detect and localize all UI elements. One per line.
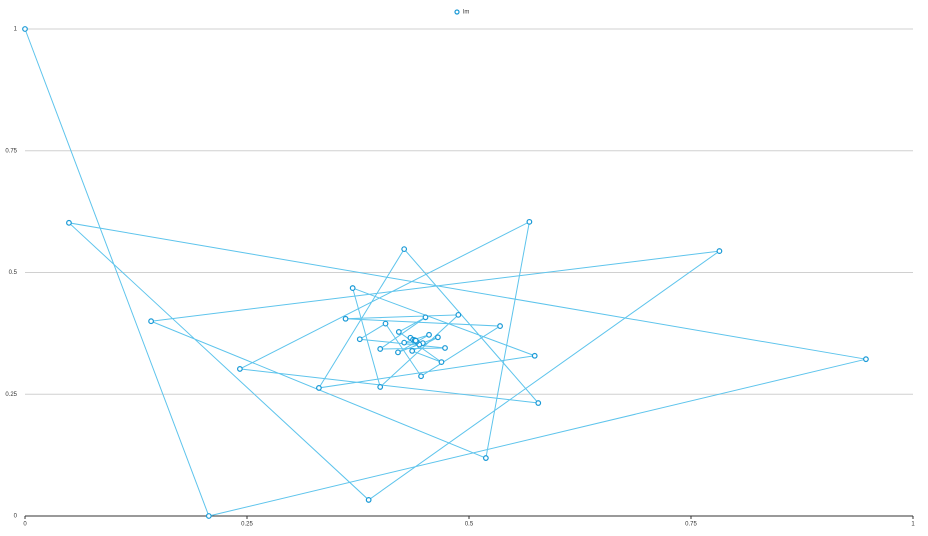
point — [526, 218, 533, 225]
point — [401, 339, 408, 346]
point — [66, 219, 72, 226]
legend-marker — [454, 9, 460, 15]
y-tick-label: 0 — [14, 514, 18, 520]
point — [395, 329, 402, 335]
point — [497, 323, 503, 329]
point — [435, 334, 441, 341]
point — [377, 384, 384, 390]
x-tick-label: 0.25 — [241, 522, 253, 528]
point — [422, 314, 429, 321]
x-tick-label: 0.5 — [465, 522, 474, 528]
point — [401, 246, 408, 253]
point — [482, 455, 489, 461]
point — [438, 359, 445, 366]
point — [236, 366, 243, 372]
point — [365, 497, 372, 503]
point — [22, 26, 28, 32]
point — [395, 349, 401, 356]
y-tick-label: 1 — [14, 27, 18, 33]
point — [455, 311, 462, 318]
point — [412, 337, 419, 344]
point — [148, 318, 154, 325]
x-tick-label: 0 — [23, 522, 27, 528]
y-tick-label: 0.5 — [9, 270, 18, 276]
y-tick-label: 0.75 — [5, 148, 17, 154]
point — [342, 315, 349, 322]
point — [356, 336, 363, 343]
point — [382, 320, 389, 327]
point — [377, 346, 384, 352]
point — [442, 345, 448, 351]
point — [409, 348, 416, 354]
point — [716, 248, 723, 254]
point — [531, 352, 538, 359]
x-tick-label: 1 — [911, 522, 915, 528]
point — [205, 513, 212, 519]
legend-label: lm — [463, 10, 469, 16]
point — [349, 285, 356, 291]
point — [316, 385, 322, 391]
y-tick-label: 0.25 — [5, 392, 17, 398]
point — [426, 331, 432, 338]
point — [863, 356, 869, 363]
point — [418, 373, 424, 380]
point — [535, 400, 542, 406]
x-tick-label: 0.75 — [685, 522, 697, 528]
